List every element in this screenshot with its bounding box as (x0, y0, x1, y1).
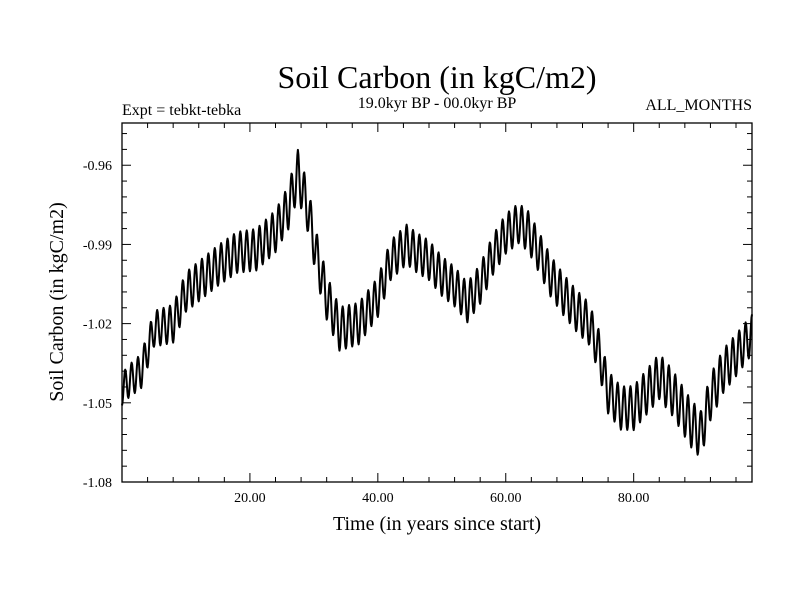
chart-title: Soil Carbon (in kgC/m2) (277, 59, 596, 95)
y-tick-label: -1.02 (83, 318, 112, 333)
x-tick-label: 40.00 (362, 491, 394, 506)
x-tick-label: 20.00 (234, 491, 266, 506)
y-tick-label: -1.05 (83, 397, 112, 412)
x-tick-labels: 20.00 40.00 60.00 80.00 (234, 491, 649, 506)
soil-carbon-line (121, 148, 753, 456)
x-axis-label: Time (in years since start) (333, 513, 541, 535)
y-tick-label: -0.99 (83, 238, 112, 253)
y-tick-label: -0.96 (83, 159, 112, 174)
time-range-label: 19.0kyr BP - 00.0kyr BP (358, 95, 517, 112)
x-tick-label: 60.00 (490, 491, 522, 506)
tick-marks (122, 123, 752, 483)
y-axis-label: Soil Carbon (in kgC/m2) (46, 202, 68, 401)
experiment-label: Expt = tebkt-tebka (122, 102, 241, 119)
x-tick-label: 80.00 (618, 491, 650, 506)
y-tick-labels: -0.96 -0.99 -1.02 -1.05 -1.08 (83, 159, 112, 491)
y-tick-label: -1.08 (83, 476, 112, 491)
plot-frame (121, 122, 753, 483)
months-label: ALL_MONTHS (645, 97, 752, 114)
